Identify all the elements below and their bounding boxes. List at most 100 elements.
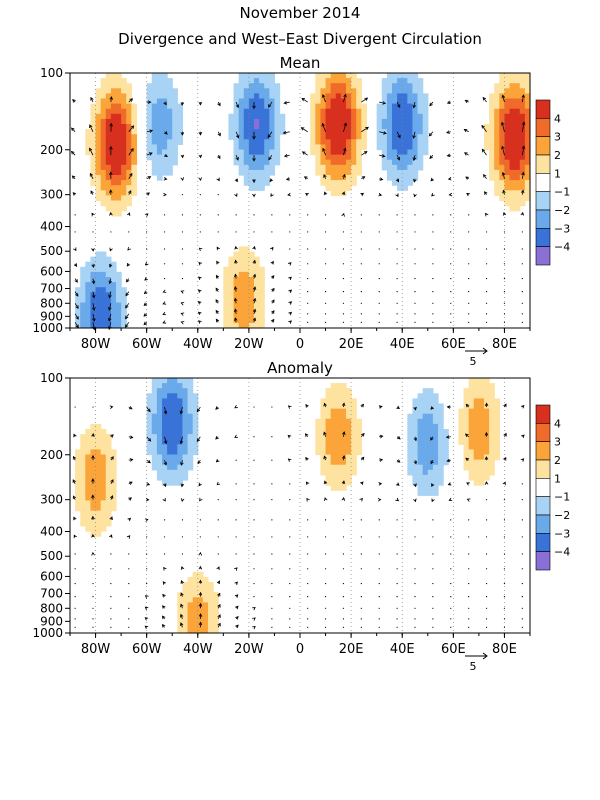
vector-arrowhead <box>110 479 114 483</box>
divergence-cell <box>248 307 255 314</box>
vector-dot <box>503 536 506 538</box>
vector-arrowhead <box>89 124 93 129</box>
divergence-cell <box>192 449 199 456</box>
divergence-cell <box>105 118 112 125</box>
y-tick-label: 200 <box>40 143 63 157</box>
divergence-cell <box>417 464 424 471</box>
divergence-cell <box>335 118 342 125</box>
vector-arrowhead <box>287 434 292 439</box>
divergence-cell <box>422 118 429 125</box>
divergence-cell <box>80 474 86 481</box>
divergence-cell <box>402 73 408 79</box>
divergence-cell <box>504 175 511 181</box>
divergence-cell <box>156 98 163 105</box>
divergence-cell <box>509 108 516 115</box>
divergence-cell <box>330 423 337 430</box>
divergence-cell <box>407 459 414 466</box>
divergence-cell <box>110 83 117 89</box>
divergence-cell <box>80 510 86 517</box>
divergence-cell <box>478 398 485 405</box>
vector-dot <box>128 626 130 628</box>
divergence-cell <box>243 149 250 156</box>
divergence-cell <box>243 261 250 268</box>
vector-arrow <box>343 148 346 156</box>
divergence-cell <box>417 98 424 105</box>
divergence-cell <box>473 449 480 456</box>
divergence-cell <box>126 200 132 207</box>
divergence-cell <box>412 454 419 461</box>
divergence-cell <box>335 454 342 461</box>
divergence-cell <box>504 190 511 196</box>
divergence-cell <box>243 103 250 110</box>
divergence-cell <box>402 149 408 156</box>
divergence-cell <box>330 454 337 461</box>
divergence-cell <box>187 408 194 415</box>
divergence-cell <box>320 418 327 425</box>
divergence-cell <box>187 378 194 384</box>
divergence-cell <box>335 139 342 145</box>
divergence-cell <box>340 169 347 176</box>
vector-arrow <box>521 172 524 179</box>
divergence-cell <box>223 302 230 309</box>
divergence-cell <box>254 154 260 161</box>
divergence-cell <box>310 144 316 151</box>
divergence-cell <box>105 164 112 171</box>
vector-dot <box>503 626 506 628</box>
divergence-cell <box>105 124 112 130</box>
divergence-cell <box>90 297 97 304</box>
vector-dot <box>324 607 327 609</box>
divergence-cell <box>254 103 260 110</box>
divergence-cell <box>167 154 173 161</box>
divergence-cell <box>85 134 92 140</box>
divergence-cell <box>192 418 199 425</box>
divergence-cell <box>223 322 230 328</box>
divergence-cell <box>346 124 352 130</box>
colorbar-label: −2 <box>554 204 570 217</box>
divergence-cell <box>330 474 337 481</box>
divergence-cell <box>151 398 158 405</box>
divergence-cell <box>90 103 97 110</box>
divergence-cell <box>315 154 322 161</box>
divergence-cell <box>187 449 194 456</box>
vector-arrowhead <box>321 122 325 127</box>
divergence-cell <box>162 88 168 94</box>
divergence-cell <box>259 271 265 278</box>
divergence-cell <box>427 449 434 456</box>
divergence-cell <box>259 317 265 324</box>
divergence-cell <box>248 144 255 151</box>
divergence-cell <box>126 185 132 191</box>
divergence-cell <box>438 408 444 415</box>
divergence-cell <box>407 103 414 110</box>
divergence-cell <box>330 413 337 420</box>
divergence-cell <box>100 292 107 298</box>
panel-title: Mean <box>280 54 321 72</box>
divergence-cell <box>151 408 158 415</box>
divergence-cell <box>412 108 419 115</box>
vector-dot <box>503 291 506 293</box>
divergence-cell <box>233 118 240 125</box>
divergence-cell <box>397 169 403 176</box>
vector-dot <box>432 321 434 323</box>
divergence-cell <box>121 144 127 151</box>
divergence-cell <box>248 277 255 283</box>
divergence-cell <box>105 434 112 440</box>
divergence-cell <box>100 103 107 110</box>
vector-arrowhead <box>342 431 346 435</box>
divergence-cell <box>407 164 414 171</box>
divergence-cell <box>80 317 86 324</box>
vector-arrowhead <box>180 613 184 618</box>
divergence-cell <box>187 398 194 405</box>
vector-arrow <box>483 174 487 180</box>
divergence-cell <box>100 449 107 456</box>
divergence-cell <box>463 388 470 394</box>
divergence-cell <box>90 175 97 181</box>
vector-arrowhead <box>215 318 220 323</box>
vector-arrow <box>196 436 201 442</box>
vector-arrowhead <box>396 156 400 161</box>
divergence-cell <box>494 434 500 440</box>
vector-arrowhead <box>197 289 202 293</box>
vector-dot <box>396 596 398 598</box>
vector-arrow <box>128 173 133 180</box>
divergence-cell <box>110 307 117 314</box>
